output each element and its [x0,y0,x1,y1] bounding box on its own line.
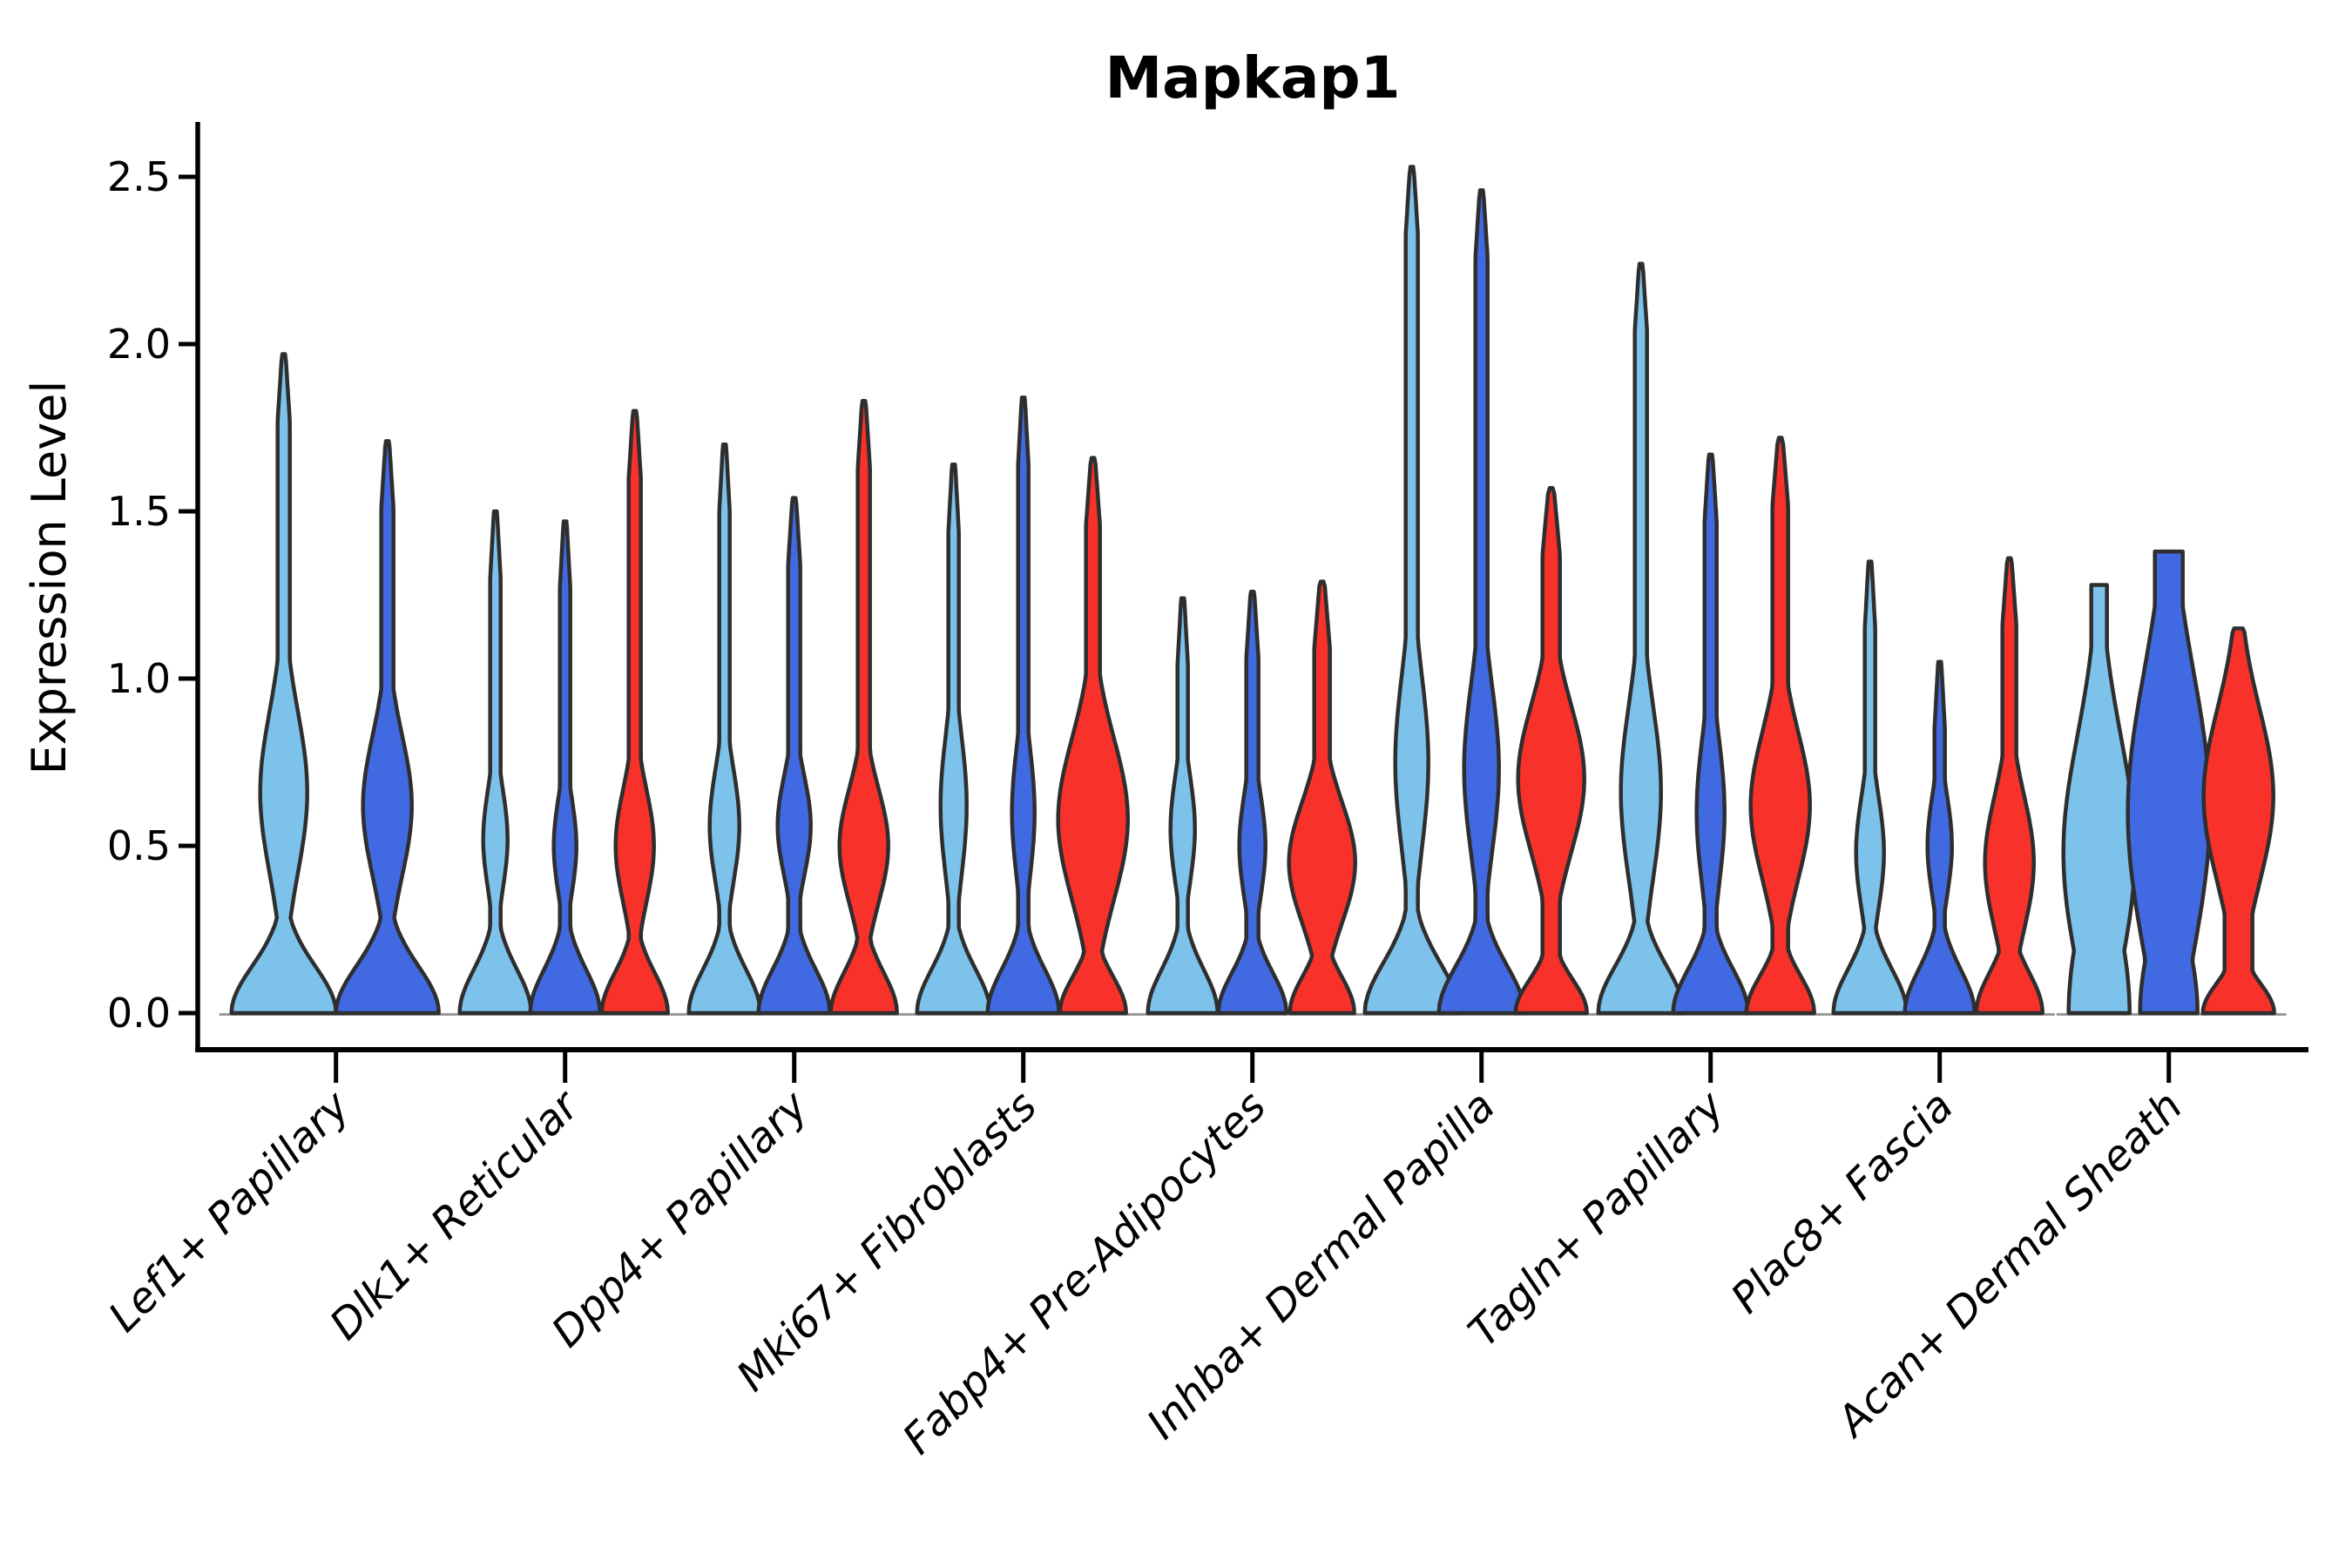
axes [195,122,2308,1052]
violin-Inhba+-light_blue [1362,165,1461,1016]
y-axis-ticks: 0.0 0.5 1.0 1.5 2.0 2.5 [107,153,198,1037]
violin-Plac8+-blue [1903,659,1977,1016]
violin-Fabp4+-blue [1216,589,1288,1016]
violin-Lef1+-light_blue [229,352,338,1016]
x-category-label: Dlk1+ Reticular [321,1080,591,1350]
violins [229,165,2276,1016]
chart-title: Mapkap1 [1105,44,1400,112]
y-tick-label: 2.0 [107,321,171,368]
violin-Plac8+-light_blue [1831,559,1909,1016]
y-tick-label: 1.0 [107,655,171,702]
y-axis-label: Expression Level [22,381,77,775]
violin-Acan+-light_blue [2061,583,2137,1016]
violin-Dpp4+-light_blue [686,442,762,1016]
violin-Plac8+-red [1974,556,2044,1016]
y-tick-label: 0.5 [107,822,171,869]
violin-Acan+-blue [2126,549,2212,1016]
violin-Acan+-red [2200,626,2276,1016]
violin-Dlk1+-light_blue [457,509,533,1016]
violin-Tagln+-blue [1671,452,1750,1016]
violin-Fabp4+-light_blue [1146,596,1220,1016]
violin-Tagln+-red [1744,436,1816,1016]
violin-Dlk1+-blue [528,519,602,1016]
violin-Mki67+-light_blue [915,462,992,1016]
x-category-label: Plac8+ Fascia [1722,1082,1963,1323]
violin-Inhba+-red [1513,485,1589,1016]
y-tick-label: 0.0 [107,990,171,1037]
violin-Dlk1+-red [599,409,670,1016]
violin-Fabp4+-red [1287,579,1357,1016]
y-tick-label: 1.5 [107,488,171,535]
violin-Mki67+-red [1056,456,1130,1016]
x-category-label: Dpp4+ Papillary [543,1081,818,1356]
violin-Mki67+-blue [985,395,1061,1016]
violin-Dpp4+-blue [756,496,832,1016]
x-category-label: Tagln+ Papillary [1459,1081,1734,1356]
violin-Tagln+-light_blue [1596,261,1686,1016]
x-category-label: Lef1+ Papillary [99,1081,360,1342]
violin-Dpp4+-red [828,399,899,1016]
x-category-label: Fabp4+ Pre-Adipocytes [894,1082,1276,1464]
violin-Lef1+-blue [334,439,441,1016]
y-tick-label: 2.5 [107,153,171,200]
violin-Inhba+-blue [1436,188,1526,1016]
